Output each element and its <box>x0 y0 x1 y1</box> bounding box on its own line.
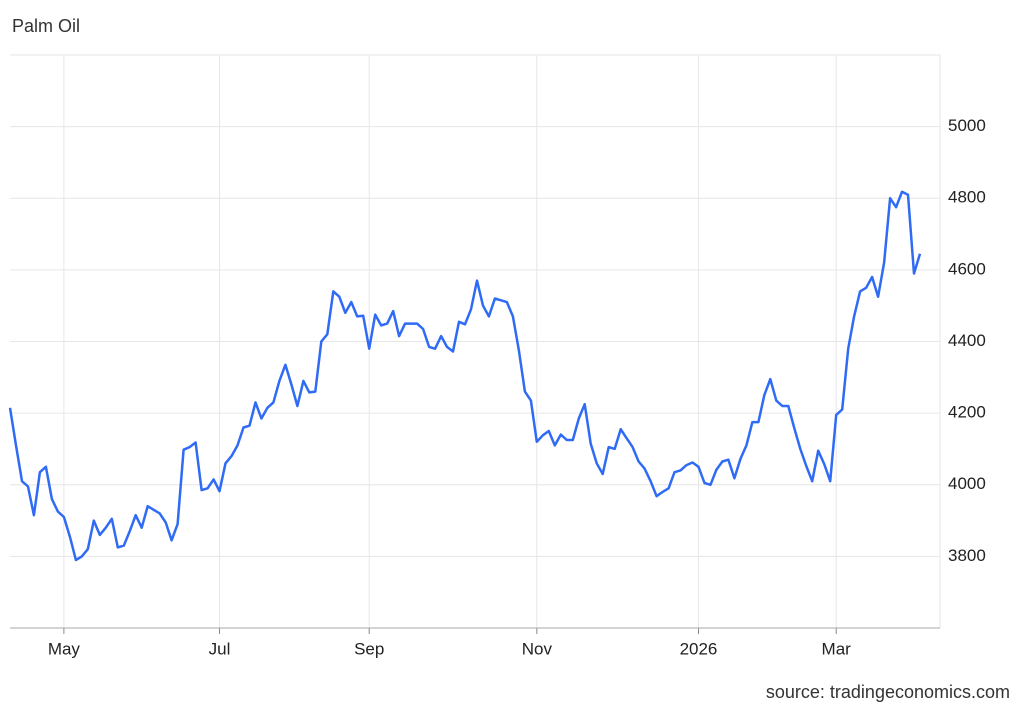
y-tick-label: 4600 <box>948 259 986 278</box>
x-tick-label: May <box>48 639 81 658</box>
y-tick-label: 4400 <box>948 331 986 350</box>
y-tick-label: 5000 <box>948 116 986 135</box>
x-tick-label: 2026 <box>680 639 718 658</box>
price-line <box>8 190 922 562</box>
y-tick-label: 3800 <box>948 546 986 565</box>
source: source: tradingeconomics.com <box>766 682 1010 702</box>
y-tick-label: 4800 <box>948 188 986 207</box>
y-tick-label: 4000 <box>948 474 986 493</box>
x-tick-label: Jul <box>209 639 231 658</box>
y-tick-label: 4200 <box>948 403 986 422</box>
chart-title: Palm Oil <box>12 16 80 36</box>
x-tick-label: Mar <box>822 639 852 658</box>
x-tick-label: Nov <box>522 639 553 658</box>
x-tick-label: Sep <box>354 639 384 658</box>
